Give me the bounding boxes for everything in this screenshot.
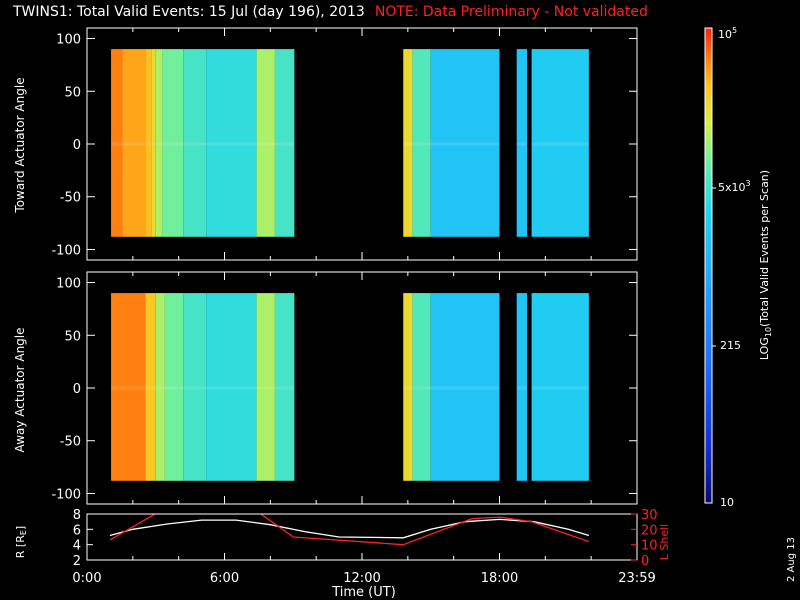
date-stamp: 2 Aug 13 xyxy=(786,537,797,582)
heatmap-band xyxy=(162,49,184,237)
y-tick-label: -50 xyxy=(60,191,81,206)
equator-stripe xyxy=(516,386,527,390)
heatmap-band xyxy=(256,293,275,481)
heatmap-band xyxy=(412,49,431,237)
heatmap-band xyxy=(403,49,413,237)
y-tick-label: 0 xyxy=(73,382,81,397)
y-tick-label: 50 xyxy=(64,85,81,100)
chart-title-text: TWINS1: Total Valid Events: 15 Jul (day … xyxy=(13,4,365,20)
radius-line xyxy=(109,518,590,539)
y-tick-label: 100 xyxy=(56,277,81,292)
lshell-line xyxy=(109,514,590,546)
lshell-ylabel: L Shell xyxy=(658,524,671,560)
heatmap-band xyxy=(155,293,165,481)
preliminary-note: NOTE: Data Preliminary - Not validated xyxy=(374,4,648,20)
equator-stripe xyxy=(531,142,589,146)
toward-ylabel: Toward Actuator Angle xyxy=(13,77,27,213)
heatmap-band xyxy=(155,49,163,237)
y-tick-label: -100 xyxy=(51,487,81,502)
y-tick-label: 8 xyxy=(73,508,81,523)
heatmap-band xyxy=(274,49,295,237)
heatmap-band xyxy=(403,293,413,481)
y-tick-label: 50 xyxy=(64,329,81,344)
equator-stripe xyxy=(403,142,500,146)
away-angle-panel: -100 -50 0 50 100 xyxy=(51,271,638,505)
away-ylabel: Away Actuator Angle xyxy=(13,327,27,452)
heatmap-band xyxy=(111,293,146,481)
chart-title: TWINS1: Total Valid Events: 15 Jul (day … xyxy=(13,4,648,24)
heatmap-band xyxy=(145,293,156,481)
colorbar-tick-label: 105 xyxy=(718,26,737,41)
heatmap-band xyxy=(516,293,527,481)
equator-stripe xyxy=(403,386,500,390)
x-tick-label: 23:59 xyxy=(618,571,655,586)
radius-ylabel: R [RE] xyxy=(14,526,28,558)
heatmap-band xyxy=(430,49,500,237)
x-tick-label: 12:00 xyxy=(343,571,380,586)
heatmap-band xyxy=(111,49,123,237)
heatmap-band xyxy=(256,49,275,237)
y2-tick-label: 20 xyxy=(641,523,658,538)
heatmap-band xyxy=(531,293,589,481)
x-tick-label: 0:00 xyxy=(72,571,101,586)
x-tick-label: 18:00 xyxy=(481,571,518,586)
heatmap-band xyxy=(531,49,589,237)
heatmap-band xyxy=(206,293,257,481)
heatmap-band xyxy=(206,49,257,237)
equator-stripe xyxy=(531,386,589,390)
colorbar: 105 5x103 215 10 LOG10(Total Valid Event… xyxy=(704,26,773,509)
heatmap-band xyxy=(516,49,527,237)
colorbar-label: LOG10(Total Valid Events per Scan) xyxy=(758,170,773,360)
heatmap-band xyxy=(183,49,207,237)
y-tick-label: -50 xyxy=(60,435,81,450)
y-tick-label: 100 xyxy=(56,33,81,48)
heatmap-band xyxy=(274,293,295,481)
x-tick-label: 6:00 xyxy=(210,571,239,586)
y2-tick-label: 30 xyxy=(641,508,658,523)
toward-angle-panel: -100 -50 0 50 100 xyxy=(51,27,638,261)
time-xlabel: Time (UT) xyxy=(331,585,396,600)
y-tick-label: 6 xyxy=(73,523,81,538)
heatmap-band xyxy=(430,293,500,481)
heatmap-band xyxy=(164,293,184,481)
heatmap-band xyxy=(122,49,146,237)
colorbar-tick-label: 10 xyxy=(720,496,734,509)
heatmap-band xyxy=(183,293,207,481)
equator-stripe xyxy=(111,386,295,390)
equator-stripe xyxy=(516,142,527,146)
heatmap-band xyxy=(145,49,152,237)
heatmap-band xyxy=(151,49,156,237)
y2-tick-label: 0 xyxy=(641,554,649,569)
colorbar-tick-label: 5x103 xyxy=(718,179,751,194)
y-tick-label: 4 xyxy=(73,539,81,554)
y-tick-label: 2 xyxy=(73,554,81,569)
equator-stripe xyxy=(111,142,295,146)
heatmap-band xyxy=(412,293,431,481)
y-tick-label: 0 xyxy=(73,138,81,153)
colorbar-gradient xyxy=(704,27,713,504)
y2-tick-label: 10 xyxy=(641,539,658,554)
y-tick-label: -100 xyxy=(51,243,81,258)
colorbar-tick-label: 215 xyxy=(720,339,741,352)
